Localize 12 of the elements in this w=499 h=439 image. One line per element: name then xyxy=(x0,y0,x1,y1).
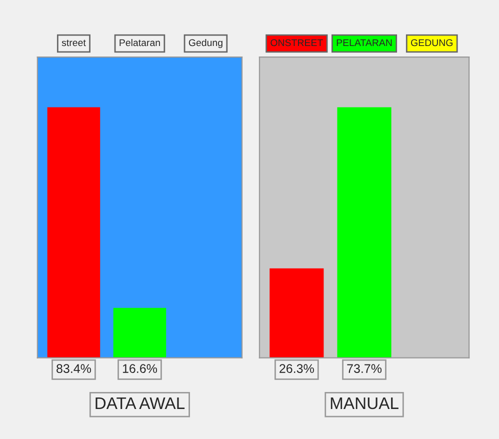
x-axis-title: DATA AWAL xyxy=(96,397,185,409)
x-tick-label: Pelataran xyxy=(120,38,160,46)
data-label: 26.3% xyxy=(280,364,314,373)
x-tick-label: PELATARAN xyxy=(336,39,392,46)
data-label: 83.4% xyxy=(56,364,91,373)
x-axis-title: MANUAL xyxy=(330,397,398,410)
x-tick-label: Gedung xyxy=(188,38,222,48)
x-tick-label: GEDUNG xyxy=(411,39,452,46)
x-tick-label: ONSTREET xyxy=(270,39,323,46)
data-label: 73.7% xyxy=(347,364,382,373)
data-label: 16.6% xyxy=(122,364,157,373)
x-tick-label: street xyxy=(62,40,86,46)
